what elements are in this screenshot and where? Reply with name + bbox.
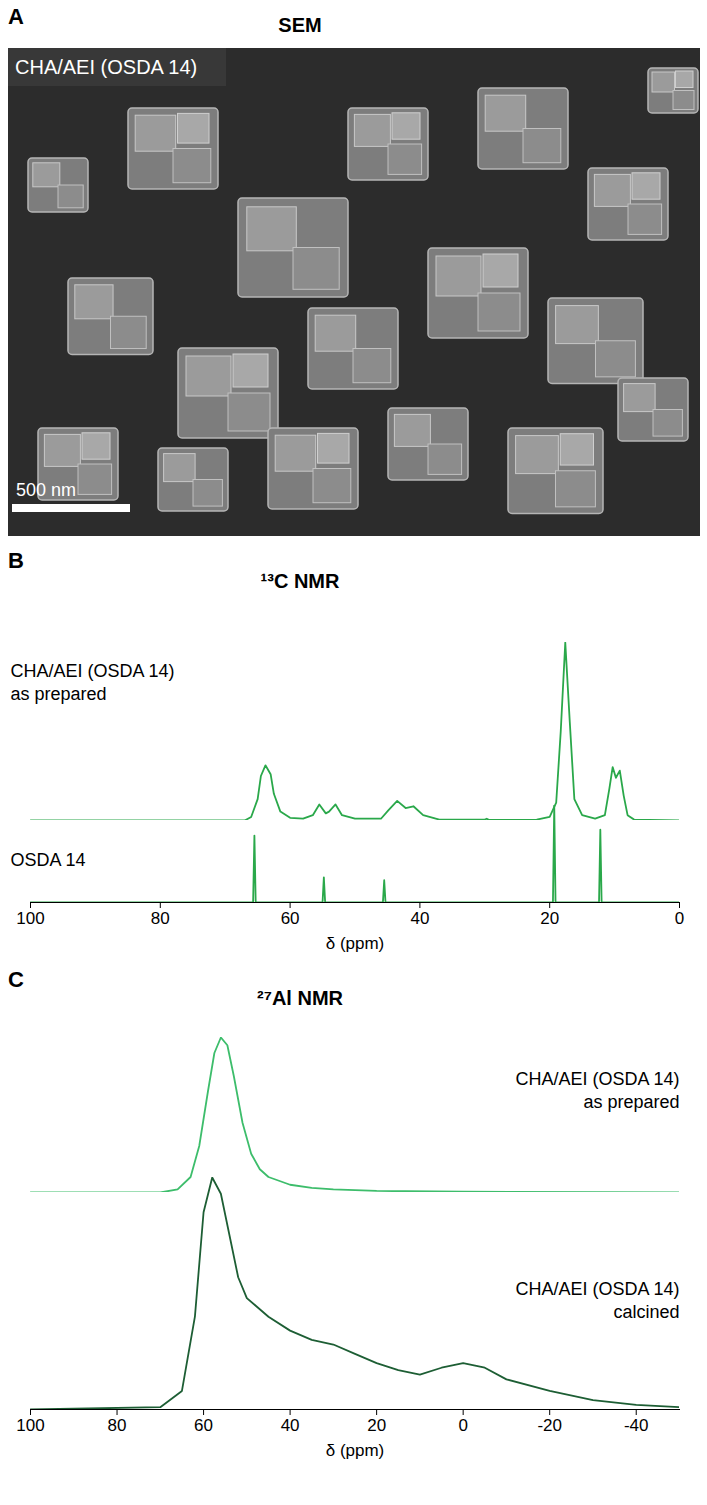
svg-text:OSDA 14: OSDA 14 — [11, 850, 86, 870]
svg-text:CHA/AEI (OSDA 14): CHA/AEI (OSDA 14) — [15, 56, 197, 78]
html-text:SEM: SEM — [278, 14, 322, 36]
svg-text:80: 80 — [151, 909, 170, 928]
svg-text:20: 20 — [367, 1416, 386, 1435]
html-text:²⁷Al NMR: ²⁷Al NMR — [257, 987, 343, 1009]
svg-text:δ (ppm): δ (ppm) — [326, 934, 385, 953]
svg-text:CHA/AEI (OSDA 14): CHA/AEI (OSDA 14) — [515, 1279, 679, 1299]
svg-text:0: 0 — [675, 909, 684, 928]
svg-text:60: 60 — [194, 1416, 213, 1435]
svg-text:-40: -40 — [624, 1416, 649, 1435]
svg-text:-20: -20 — [537, 1416, 562, 1435]
svg-text:0: 0 — [458, 1416, 467, 1435]
svg-text:calcined: calcined — [613, 1302, 679, 1322]
svg-text:as prepared: as prepared — [11, 684, 107, 704]
svg-text:20: 20 — [540, 909, 559, 928]
svg-text:100: 100 — [16, 1416, 44, 1435]
svg-text:CHA/AEI (OSDA 14): CHA/AEI (OSDA 14) — [515, 1069, 679, 1089]
svg-text:40: 40 — [281, 1416, 300, 1435]
html-text:B: B — [8, 548, 24, 573]
svg-text:100: 100 — [16, 909, 44, 928]
svg-text:CHA/AEI (OSDA 14): CHA/AEI (OSDA 14) — [11, 661, 175, 681]
html-text:¹³C NMR: ¹³C NMR — [260, 570, 340, 592]
svg-text:500 nm: 500 nm — [16, 480, 76, 500]
svg-text:δ (ppm): δ (ppm) — [326, 1441, 385, 1460]
svg-text:40: 40 — [410, 909, 429, 928]
html-text:A: A — [8, 4, 24, 29]
svg-text:80: 80 — [108, 1416, 127, 1435]
html-text:C: C — [8, 967, 24, 992]
svg-text:60: 60 — [281, 909, 300, 928]
svg-text:as prepared: as prepared — [583, 1092, 679, 1112]
